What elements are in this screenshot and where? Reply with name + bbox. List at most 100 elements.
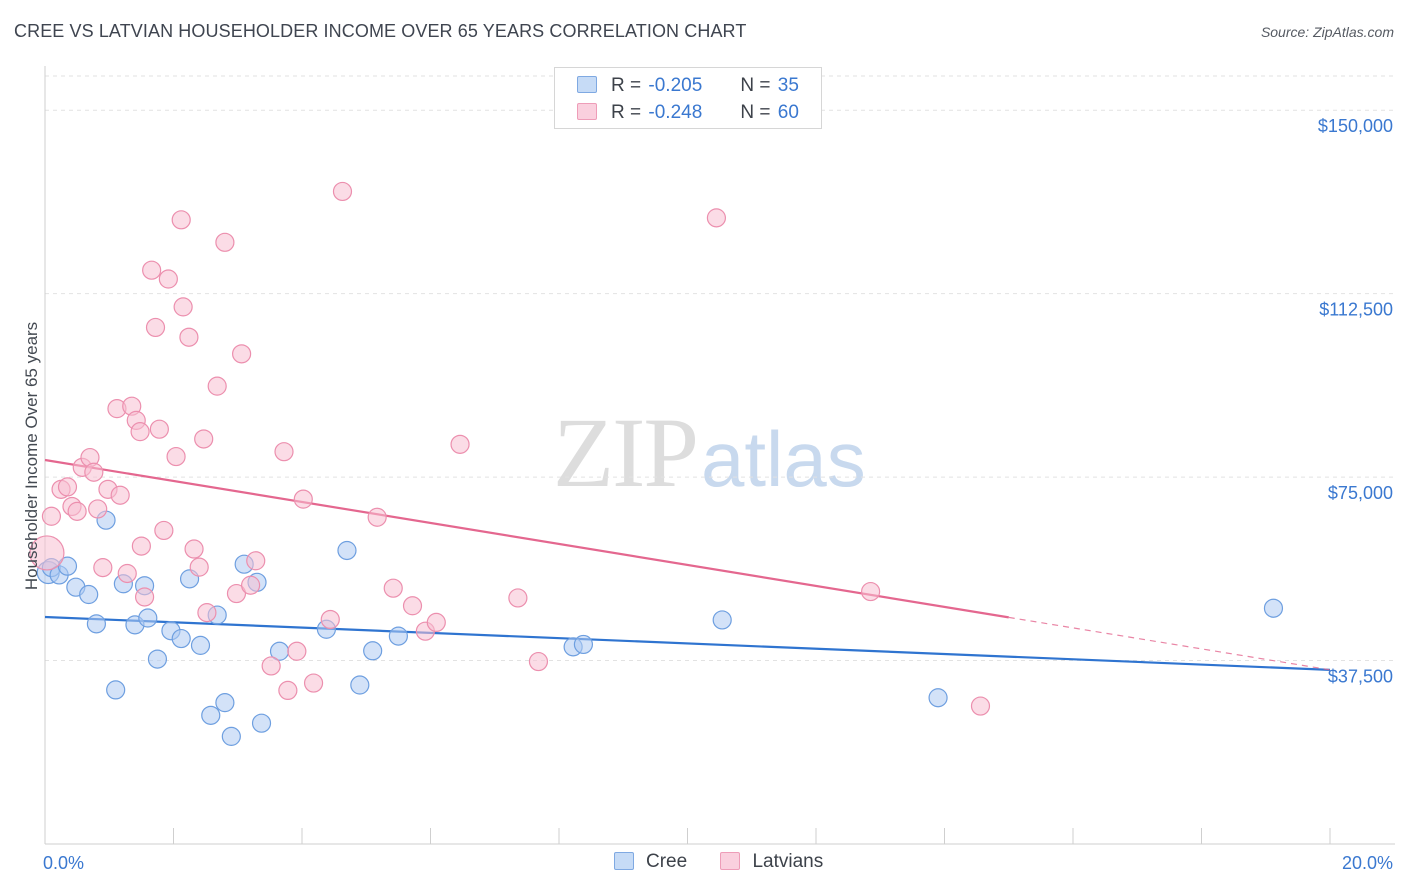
point-latvians (215, 232, 235, 252)
point-latvians (861, 581, 881, 602)
tick-labels: $37,500 $75,000 $112,500 $150,000 0.0% 20.0% (43, 116, 1393, 873)
series-swatch-latvians (720, 852, 741, 870)
legend-n-value-latvians: 60 (777, 102, 799, 123)
point-cree (79, 584, 99, 605)
point-latvians (278, 680, 298, 701)
point-latvians (293, 489, 313, 509)
point-latvians (303, 673, 324, 693)
point-latvians (970, 696, 991, 716)
trend-line-cree (44, 615, 1331, 671)
legend-n-label-cree: N = (740, 75, 771, 96)
trend-lines (44, 458, 1331, 671)
point-latvians (179, 327, 199, 347)
point-cree (201, 705, 221, 725)
point-latvians (246, 551, 266, 571)
point-latvians (367, 507, 387, 527)
series-legend: Cree Latvians (614, 851, 851, 873)
point-latvians (117, 563, 137, 584)
point-cree (573, 634, 594, 655)
point-latvians (57, 477, 78, 497)
point-latvians (232, 344, 252, 364)
point-latvians (142, 260, 162, 280)
point-latvians (184, 539, 204, 559)
point-latvians (287, 641, 307, 661)
point-latvians (528, 651, 549, 672)
point-latvians (84, 462, 104, 482)
axes (44, 66, 1395, 845)
y-tick-label: $112,500 (1319, 300, 1393, 320)
legend-r-value-latvians: -0.248 (648, 102, 703, 123)
point-latvians (131, 536, 151, 556)
point-cree (1263, 598, 1284, 618)
point-cree (712, 610, 732, 630)
point-latvians (93, 558, 113, 578)
point-latvians (171, 210, 191, 230)
point-latvians (332, 181, 353, 202)
point-cree (106, 680, 126, 700)
point-latvians (134, 587, 155, 607)
point-cree (138, 608, 158, 628)
point-latvians (166, 446, 186, 467)
trend-line-latvians (44, 458, 1009, 619)
point-cree (215, 693, 235, 713)
point-latvians (145, 317, 166, 338)
point-latvians (29, 535, 65, 571)
point-latvians (110, 485, 130, 505)
point-cree (337, 540, 357, 561)
y-axis-label: Householder Income Over 65 years (22, 322, 41, 590)
point-latvians (508, 588, 528, 608)
point-cree (363, 641, 383, 661)
trend-line-latvians-extension (1008, 616, 1331, 671)
point-cree (147, 649, 168, 669)
legend-row-cree: R = -0.205 N = 35 (577, 75, 799, 99)
source-label: Source: ZipAtlas.com (1260, 24, 1394, 40)
legend-r-label-cree: R = (611, 75, 642, 96)
point-cree (928, 688, 948, 708)
legend-n-value-cree: 35 (777, 75, 799, 96)
point-latvians (189, 557, 209, 577)
series-legend-latvians[interactable]: Latvians (720, 851, 823, 873)
point-cree (221, 726, 241, 746)
point-latvians (261, 656, 281, 676)
point-latvians (41, 506, 62, 526)
point-latvians (226, 583, 247, 604)
series-swatch-cree (614, 852, 634, 870)
point-latvians (426, 612, 446, 633)
point-latvians (154, 520, 174, 541)
legend-n-label-latvians: N = (740, 102, 771, 123)
point-latvians (706, 208, 727, 228)
chart-title: CREE VS LATVIAN HOUSEHOLDER INCOME OVER … (14, 21, 747, 41)
y-tick-label: $150,000 (1318, 116, 1393, 136)
point-latvians (158, 269, 178, 289)
y-tick-label: $37,500 (1328, 667, 1393, 687)
point-cree (171, 628, 191, 649)
y-tick-label: $75,000 (1328, 483, 1393, 503)
legend-row-latvians: R = -0.248 N = 60 (577, 102, 799, 126)
legend-r-label-latvians: R = (611, 102, 642, 123)
point-cree (86, 614, 107, 634)
point-latvians (67, 501, 87, 521)
point-latvians (241, 575, 261, 595)
point-latvians (274, 442, 294, 462)
legend-r-value-cree: -0.205 (648, 75, 703, 96)
point-latvians (130, 422, 150, 442)
data-points (29, 181, 1284, 746)
point-latvians (402, 596, 423, 616)
stats-legend: R = -0.205 N = 35 R = -0.248 N = 60 (554, 67, 822, 129)
point-cree (251, 713, 272, 733)
series-legend-cree-label: Cree (646, 851, 688, 872)
point-latvians (149, 419, 169, 439)
legend-swatch-cree (577, 76, 597, 93)
point-latvians (450, 434, 470, 454)
point-cree (190, 635, 211, 655)
x-tick-label: 0.0% (43, 853, 84, 873)
point-latvians (207, 376, 227, 396)
series-legend-cree[interactable]: Cree (614, 851, 687, 873)
legend-swatch-latvians (577, 103, 597, 120)
point-latvians (383, 578, 403, 598)
x-tick-label: 20.0% (1342, 853, 1393, 873)
series-legend-latvians-label: Latvians (752, 851, 824, 872)
point-latvians (320, 609, 340, 630)
point-cree (388, 626, 408, 646)
